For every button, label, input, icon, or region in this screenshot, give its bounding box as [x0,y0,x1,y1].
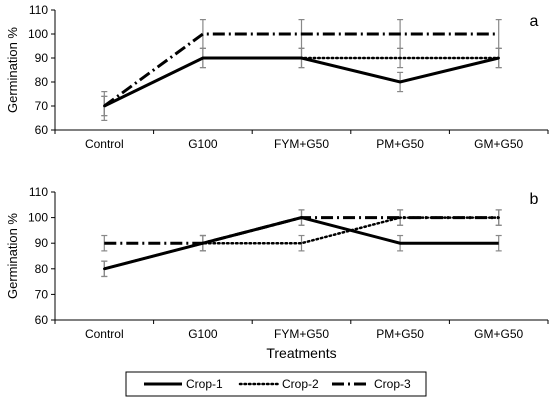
panel-a-x-tick-label: G100 [188,137,218,151]
panel-a-y-tick-label: 80 [35,75,49,89]
panel-a-y-tick-label: 70 [35,99,49,113]
panel-a-chart: 60 70 80 90 100 110 Control G100 FYM+G50 PM+G50 GM… [5,3,549,151]
panel-b-y-tick-label: 70 [35,287,49,301]
panel-a-x-tick-label: GM+G50 [474,137,523,151]
panel-a-series-crop-2 [103,56,500,108]
panel-b-x-tick-label: GM+G50 [474,327,523,341]
panel-b-y-tick-label: 100 [28,211,48,225]
panel-b-y-axis-label: Germination % [5,213,20,299]
panel-a-series-crop-3 [103,32,499,108]
panel-b-series-crop-3 [104,216,499,245]
legend-label-crop-3: Crop-3 [374,377,411,391]
legend-box [125,371,427,397]
panel-b-x-tick-label: Control [85,327,124,341]
panel-a-x-tick-label: PM+G50 [376,137,424,151]
panel-b-x-tick-label: G100 [188,327,218,341]
panel-b-label: b [530,191,539,208]
panel-a-label: a [530,13,539,30]
legend-label-crop-1: Crop-1 [186,377,223,391]
panel-a-x-tick-label: FYM+G50 [274,137,329,151]
panel-a-y-axis-label: Germination % [5,27,20,113]
panel-a-x-tick-label: Control [85,137,124,151]
panel-b-x-tick-label: FYM+G50 [274,327,329,341]
panel-b-chart: 60 70 80 90 100 110 Control G100 FYM+G50 PM+G50 GM… [5,185,549,361]
panel-b-x-axis-label: Treatments [266,345,336,361]
panel-a-y-tick-label: 90 [35,51,49,65]
legend-label-crop-2: Crop-2 [282,377,319,391]
panel-a-y-tick-label: 60 [35,123,49,137]
panel-b-y-tick-label: 90 [35,236,49,250]
panel-a-y-tick-label: 110 [29,3,48,17]
panel-b-y-tick-label: 60 [35,313,49,327]
legend: Crop-1 Crop-2 Crop-3 [125,371,427,397]
panel-b-x-tick-label: PM+G50 [376,327,424,341]
panel-b-y-tick-label: 80 [35,262,49,276]
panel-a-y-tick-label: 100 [28,27,48,41]
panel-b-y-tick-label: 110 [29,185,48,199]
